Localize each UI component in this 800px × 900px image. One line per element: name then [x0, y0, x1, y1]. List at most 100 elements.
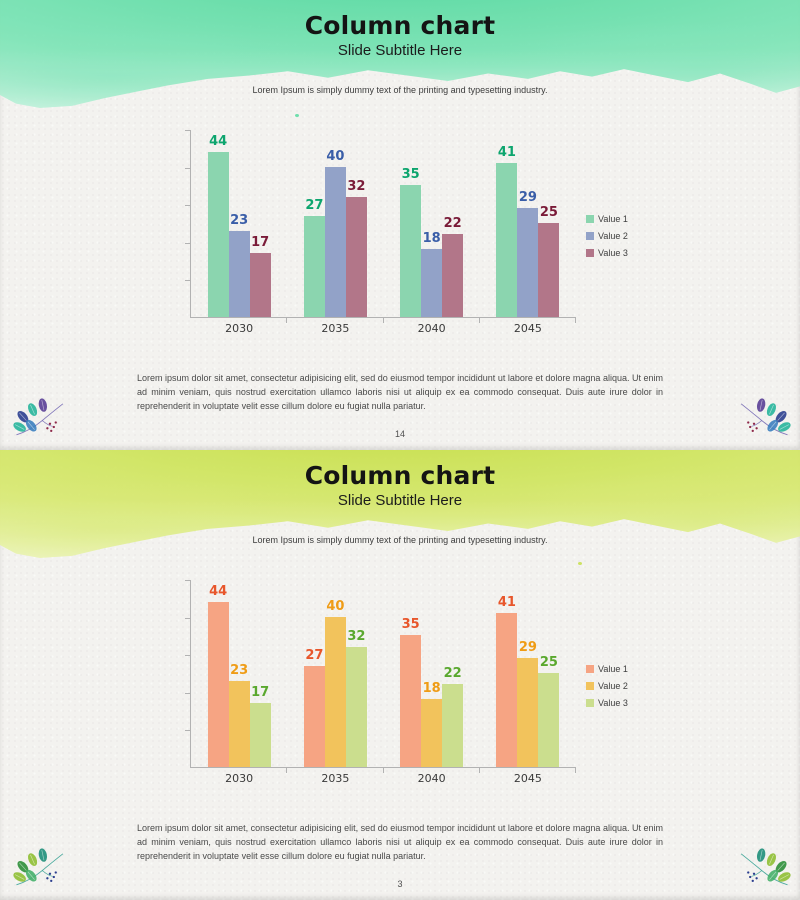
- bar-value-label: 25: [539, 205, 558, 220]
- bar-value-label: 32: [347, 178, 366, 194]
- y-axis-tick: [185, 617, 191, 619]
- berry-icon: [755, 877, 758, 880]
- bar-slot: 35: [400, 167, 422, 317]
- leaf-icon: [13, 422, 26, 432]
- leaf-decoration-right: [736, 843, 794, 893]
- legend-item: Value 2: [586, 231, 628, 241]
- bar: [496, 162, 518, 317]
- bar-slot: 18: [421, 231, 443, 317]
- berry-icon: [751, 879, 754, 883]
- bar-slot: 22: [442, 216, 464, 317]
- bar-slot: 25: [538, 655, 560, 767]
- bar-value-label: 32: [347, 628, 366, 644]
- leaf-icon: [766, 853, 777, 867]
- category-label: 2030: [225, 772, 254, 785]
- x-axis-tick: [382, 767, 384, 773]
- bar: [324, 616, 346, 767]
- bar: [517, 658, 539, 767]
- berry-icon: [46, 877, 49, 880]
- berry-icon: [54, 421, 57, 424]
- bar-slot: 44: [207, 584, 229, 767]
- legend-label: Value 2: [598, 231, 628, 241]
- berry-icon: [50, 429, 53, 433]
- bar-value-label: 35: [401, 617, 420, 633]
- leaf-decoration-right: [736, 393, 794, 443]
- bar-value-label: 23: [230, 662, 249, 678]
- chart-legend: Value 1 Value 2 Value 3: [586, 214, 628, 265]
- berry-icon: [52, 425, 55, 429]
- intro-text: Lorem Ipsum is simply dummy text of the …: [252, 85, 548, 95]
- slide-title: Column chart: [304, 461, 496, 490]
- bar-group: 35 18 22: [400, 617, 464, 767]
- berry-icon: [752, 872, 756, 875]
- berry-icon: [50, 879, 53, 883]
- category-label: 2035: [321, 772, 350, 785]
- leaf-icon: [778, 422, 791, 432]
- bar-slot: 27: [303, 648, 325, 767]
- x-axis-tick: [575, 767, 576, 773]
- leaf-icon: [767, 419, 779, 432]
- x-axis-tick: [286, 767, 288, 773]
- bar-value-label: 41: [497, 144, 516, 160]
- bar: [442, 234, 464, 317]
- leaf-icon: [17, 411, 29, 423]
- bar: [207, 151, 229, 317]
- bar-value-label: 18: [422, 681, 441, 697]
- bar: [324, 166, 346, 317]
- legend-item: Value 3: [586, 248, 628, 258]
- y-axis-tick: [185, 655, 191, 657]
- leaf-icon: [13, 872, 26, 882]
- bar-slot: 25: [538, 205, 560, 317]
- bar: [517, 208, 539, 317]
- bar-value-label: 17: [251, 235, 270, 251]
- x-axis-tick: [478, 767, 480, 773]
- berry-icon: [48, 872, 52, 875]
- legend-swatch: [586, 215, 594, 223]
- legend-item: Value 1: [586, 214, 628, 224]
- leaf-decoration-left: [10, 393, 68, 443]
- intro-text: Lorem Ipsum is simply dummy text of the …: [252, 535, 548, 545]
- bar-slot: 18: [421, 681, 443, 767]
- leaf-decoration-left: [10, 843, 68, 893]
- bar-slot: 29: [517, 640, 539, 767]
- bar-slot: 35: [400, 617, 422, 767]
- leaf-icon: [778, 872, 791, 882]
- bar-group: 27 40 32: [303, 599, 367, 767]
- bar-value-label: 17: [251, 685, 270, 701]
- legend-label: Value 3: [598, 248, 628, 258]
- bar-slot: 32: [345, 179, 367, 317]
- bar: [303, 665, 325, 767]
- bar: [228, 680, 250, 767]
- x-axis-tick: [382, 317, 384, 323]
- leaf-icon: [775, 411, 787, 423]
- column-chart: 44 23 17 2030 27 40 32 2035 35 18 22 2040 41 29 25 2045…: [185, 130, 800, 340]
- leaf-icon: [767, 869, 779, 882]
- category-label: 2040: [417, 322, 446, 335]
- leaf-icon: [38, 398, 48, 412]
- y-axis-tick: [185, 242, 191, 244]
- leaf-icon: [25, 869, 37, 882]
- berry-icon: [749, 875, 752, 879]
- leaf-icon: [25, 419, 37, 432]
- bar-value-label: 29: [518, 190, 537, 205]
- bar: [538, 223, 560, 317]
- bar: [421, 699, 443, 767]
- y-axis-tick: [185, 205, 191, 207]
- watercolor-speck: [295, 114, 299, 117]
- legend-swatch: [586, 665, 594, 673]
- y-axis-tick: [185, 692, 191, 694]
- berry-icon: [52, 875, 55, 879]
- slide-subtitle: Slide Subtitle Here: [337, 492, 463, 509]
- bar: [228, 230, 250, 317]
- berry-icon: [54, 871, 57, 874]
- y-axis-tick: [185, 280, 191, 282]
- slide-subtitle: Slide Subtitle Here: [337, 42, 463, 59]
- bar-value-label: 27: [305, 197, 324, 213]
- page-number: 3: [397, 879, 403, 889]
- y-axis-tick: [185, 130, 191, 131]
- legend-item: Value 2: [586, 681, 628, 691]
- bar-group: 44 23 17: [207, 134, 271, 317]
- bar-group: 35 18 22: [400, 167, 464, 317]
- bar: [345, 646, 367, 767]
